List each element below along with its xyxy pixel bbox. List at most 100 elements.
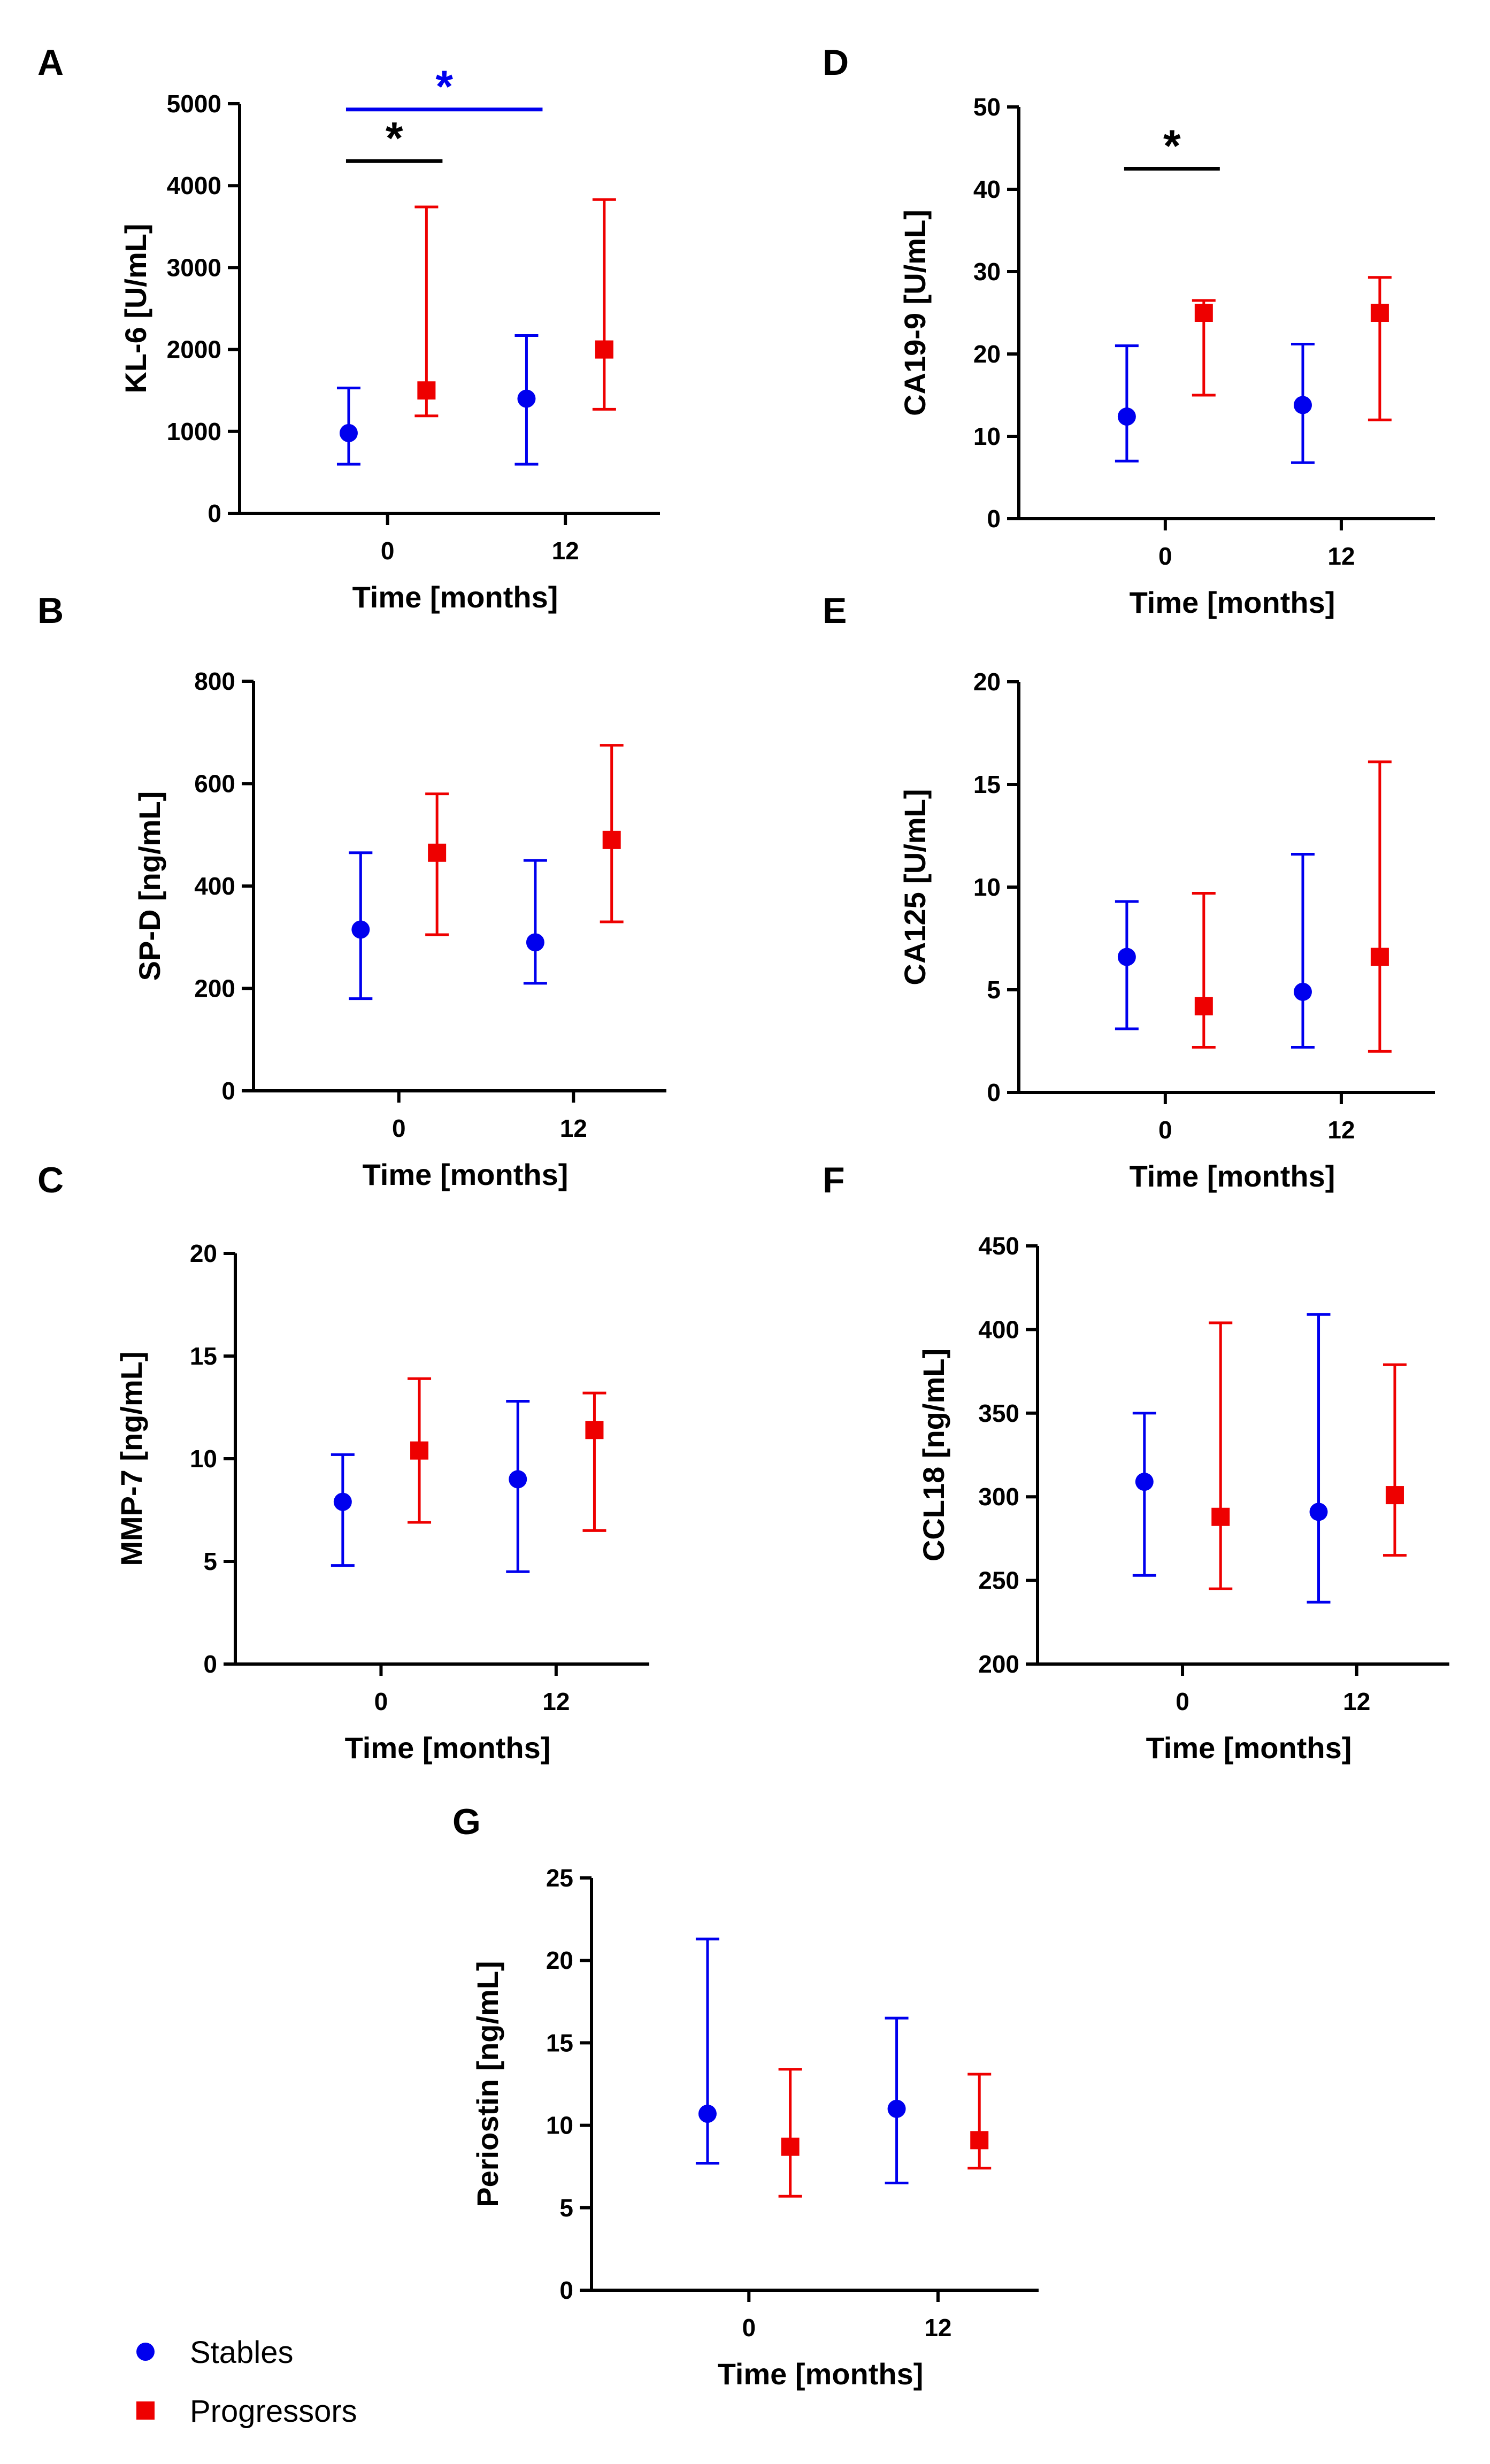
y-axis-label-c: MMP-7 [ng/mL]	[114, 1351, 148, 1566]
y-tick-label-c: 15	[190, 1342, 217, 1370]
y-tick-label-g: 20	[546, 1946, 573, 1974]
x-axis-label-b: Time [months]	[363, 1158, 569, 1191]
significance-star-a: *	[435, 61, 453, 112]
y-tick-label-g: 25	[546, 1864, 573, 1892]
x-axis-label-c: Time [months]	[345, 1731, 551, 1765]
x-tick-label-f: 12	[1343, 1688, 1370, 1715]
x-tick-label-c: 0	[374, 1688, 388, 1715]
x-tick-label-d: 0	[1158, 542, 1172, 570]
point-stables	[1309, 1503, 1328, 1521]
legend-marker-progressors	[136, 2401, 155, 2420]
y-tick-label-b: 400	[194, 872, 235, 900]
point-progressors	[970, 2131, 989, 2150]
panel-label-c: C	[37, 1160, 64, 1200]
point-progressors	[417, 381, 436, 400]
point-stables	[526, 933, 544, 952]
point-stables	[339, 424, 358, 442]
x-tick-label-b: 0	[392, 1114, 406, 1142]
panel-label-g: G	[452, 1801, 481, 1842]
y-tick-label-a: 4000	[167, 172, 221, 199]
y-tick-label-g: 5	[559, 2194, 573, 2222]
y-tick-label-a: 5000	[167, 90, 221, 118]
legend-marker-stables	[136, 2343, 155, 2361]
point-progressors	[1211, 1507, 1230, 1526]
y-tick-label-a: 2000	[167, 336, 221, 364]
y-tick-label-g: 15	[546, 2029, 573, 2057]
x-axis-label-e: Time [months]	[1130, 1159, 1335, 1193]
panel-b: B 0 200 400 600 800 0 12 Time [months] SP-D [ng/m…	[37, 590, 666, 1191]
x-axis-label-g: Time [months]	[718, 2357, 924, 2391]
y-axis-label-e: CA125 [U/mL]	[898, 789, 932, 985]
panel-f: F 200 250 300 350 400 450 0 12 Time [months] CCL18…	[823, 1160, 1449, 1765]
y-tick-label-d: 30	[973, 258, 1001, 286]
y-tick-label-b: 200	[194, 975, 235, 1003]
y-tick-label-e: 10	[973, 873, 1001, 901]
significance-star-d: *	[1163, 121, 1181, 171]
x-axis-label-d: Time [months]	[1130, 586, 1335, 619]
significance-star-a: *	[386, 113, 403, 163]
y-tick-label-f: 250	[978, 1567, 1019, 1595]
point-progressors	[585, 1421, 604, 1439]
panel-label-b: B	[37, 590, 64, 631]
point-stables	[509, 1470, 527, 1489]
y-tick-label-f: 400	[978, 1315, 1019, 1343]
point-progressors	[602, 830, 621, 849]
y-tick-label-a: 3000	[167, 253, 221, 281]
x-axis-label-a: Time [months]	[352, 580, 558, 614]
y-tick-label-c: 0	[203, 1650, 217, 1678]
y-tick-label-e: 0	[987, 1079, 1001, 1106]
point-stables	[351, 920, 370, 939]
point-stables	[887, 2099, 906, 2118]
y-tick-label-d: 0	[987, 505, 1001, 533]
panel-c: C 0 5 10 15 20 0 12 Time [months] MMP-7 [ng/mL]	[37, 1160, 649, 1765]
y-tick-label-a: 1000	[167, 418, 221, 445]
y-tick-label-g: 0	[559, 2276, 573, 2304]
y-tick-label-b: 800	[194, 667, 235, 695]
y-tick-label-a: 0	[208, 499, 221, 527]
legend-label-progressors: Progressors	[190, 2394, 357, 2429]
y-tick-label-d: 50	[973, 93, 1001, 121]
x-tick-label-e: 12	[1327, 1116, 1355, 1144]
y-tick-label-e: 15	[973, 771, 1001, 798]
panel-e: E 0 5 10 15 20 0 12 Time [months] CA125 [U/mL]	[823, 590, 1435, 1193]
point-progressors	[1370, 948, 1389, 966]
panel-label-e: E	[823, 590, 847, 631]
panel-a: A 0 1000 2000 3000 4000 5000 0 12 Time [months] KL…	[37, 42, 660, 614]
y-tick-label-c: 5	[203, 1547, 217, 1575]
point-stables	[1117, 948, 1136, 966]
x-tick-label-b: 12	[560, 1114, 587, 1142]
y-tick-label-e: 20	[973, 668, 1001, 696]
point-stables	[1135, 1473, 1154, 1491]
y-tick-label-f: 300	[978, 1483, 1019, 1511]
point-stables	[517, 389, 536, 408]
point-progressors	[1385, 1486, 1404, 1505]
y-tick-label-d: 20	[973, 340, 1001, 368]
y-tick-label-b: 600	[194, 770, 235, 798]
panel-d: D 0 10 20 30 40 50 0 12 Time [months] CA19-9 [U/mL…	[823, 42, 1435, 619]
x-tick-label-d: 12	[1327, 542, 1355, 570]
point-stables	[1293, 982, 1312, 1001]
y-tick-label-d: 10	[973, 422, 1001, 450]
y-tick-label-f: 450	[978, 1232, 1019, 1260]
x-tick-label-a: 0	[381, 537, 395, 565]
y-tick-label-f: 200	[978, 1650, 1019, 1678]
y-axis-label-g: Periostin [ng/mL]	[471, 1961, 504, 2207]
y-tick-label-e: 5	[987, 976, 1001, 1004]
y-tick-label-c: 10	[190, 1445, 217, 1473]
y-tick-label-f: 350	[978, 1399, 1019, 1427]
x-tick-label-e: 0	[1158, 1116, 1172, 1144]
point-progressors	[1194, 304, 1213, 322]
legend-label-stables: Stables	[190, 2335, 293, 2370]
y-axis-label-f: CCL18 [ng/mL]	[917, 1349, 950, 1561]
y-axis-label-a: KL-6 [U/mL]	[119, 224, 152, 393]
y-tick-label-b: 0	[221, 1077, 235, 1105]
x-tick-label-a: 12	[552, 537, 579, 565]
point-stables	[698, 2105, 717, 2123]
point-progressors	[1194, 997, 1213, 1015]
point-progressors	[1370, 304, 1389, 322]
point-progressors	[595, 340, 613, 359]
point-progressors	[410, 1441, 429, 1460]
point-progressors	[781, 2137, 800, 2156]
